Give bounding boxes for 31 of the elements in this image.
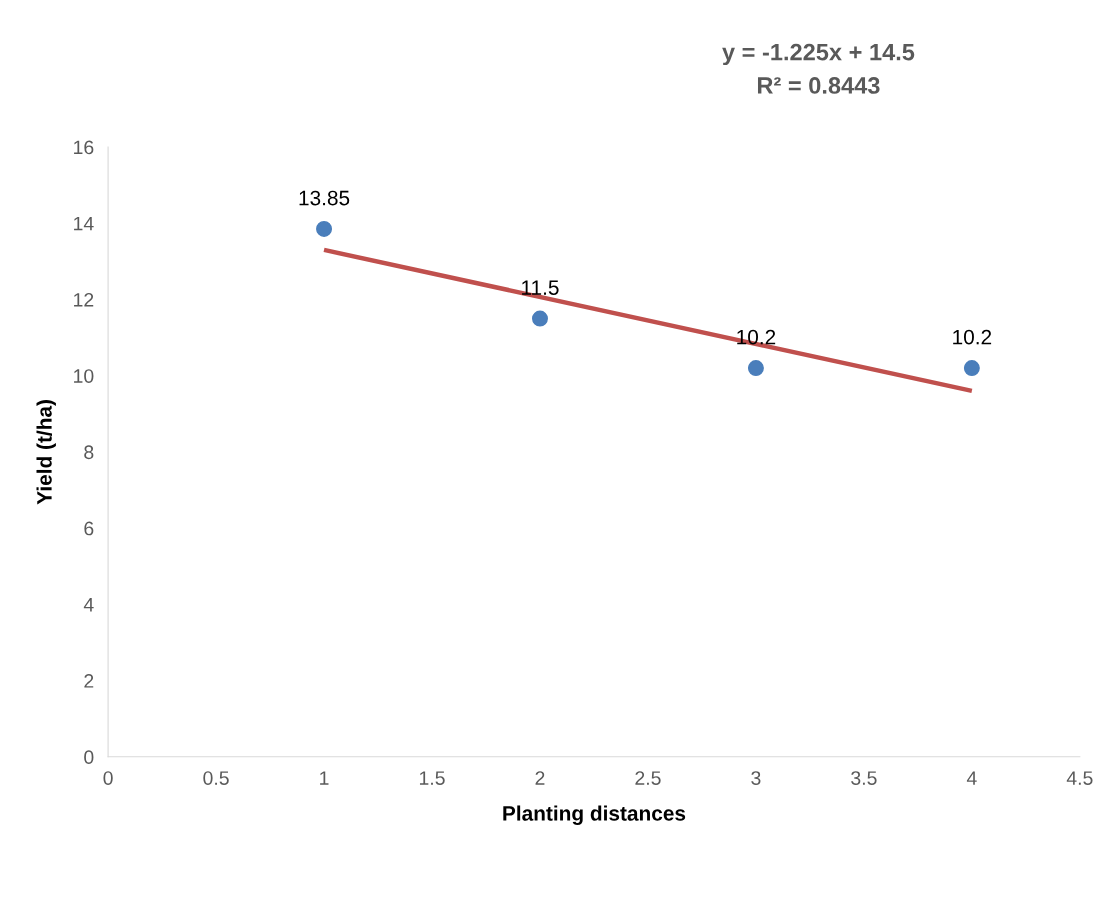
data-label: 13.85 [299,190,350,206]
point [963,360,980,377]
x-tick-label: 2 [535,771,545,785]
x-tick-label: 4.5 [1066,771,1093,785]
y-tick-label: 4 [83,598,94,612]
y-tick-label: 16 [74,140,94,155]
x-tick-label: 1 [320,771,329,785]
point [316,220,333,237]
x-tick-label: 4 [966,771,977,785]
x-tick-label: 0.5 [203,771,229,785]
y-tick-label: 8 [84,445,94,460]
data-label: 11.5 [522,280,559,295]
point [747,360,764,377]
y-tick-label: 6 [84,521,94,536]
x-tick-label: 3 [751,771,761,785]
point [532,310,548,327]
y-tick-label: 2 [84,674,94,688]
x-axis-title: Planting distances [503,805,686,825]
y-tick-label: 14 [74,216,94,231]
x-tick-label: 3.5 [851,771,877,785]
data-label: 10.2 [737,329,776,345]
text: y = -1.225x + 14.5 [722,43,915,66]
x-tick-label: 1.5 [419,771,445,785]
text: R² = 0.8443 [757,77,880,94]
y-tick-label: 10 [74,369,94,383]
x-tick-label: 2.5 [635,771,661,785]
x-tick-label: 0 [103,771,113,785]
y-axis-title: Yield (t/ha) [36,400,56,505]
y-tick-label: 0 [84,750,94,765]
data-label: 10.2 [953,329,992,345]
y-tick-label: 12 [74,292,94,307]
